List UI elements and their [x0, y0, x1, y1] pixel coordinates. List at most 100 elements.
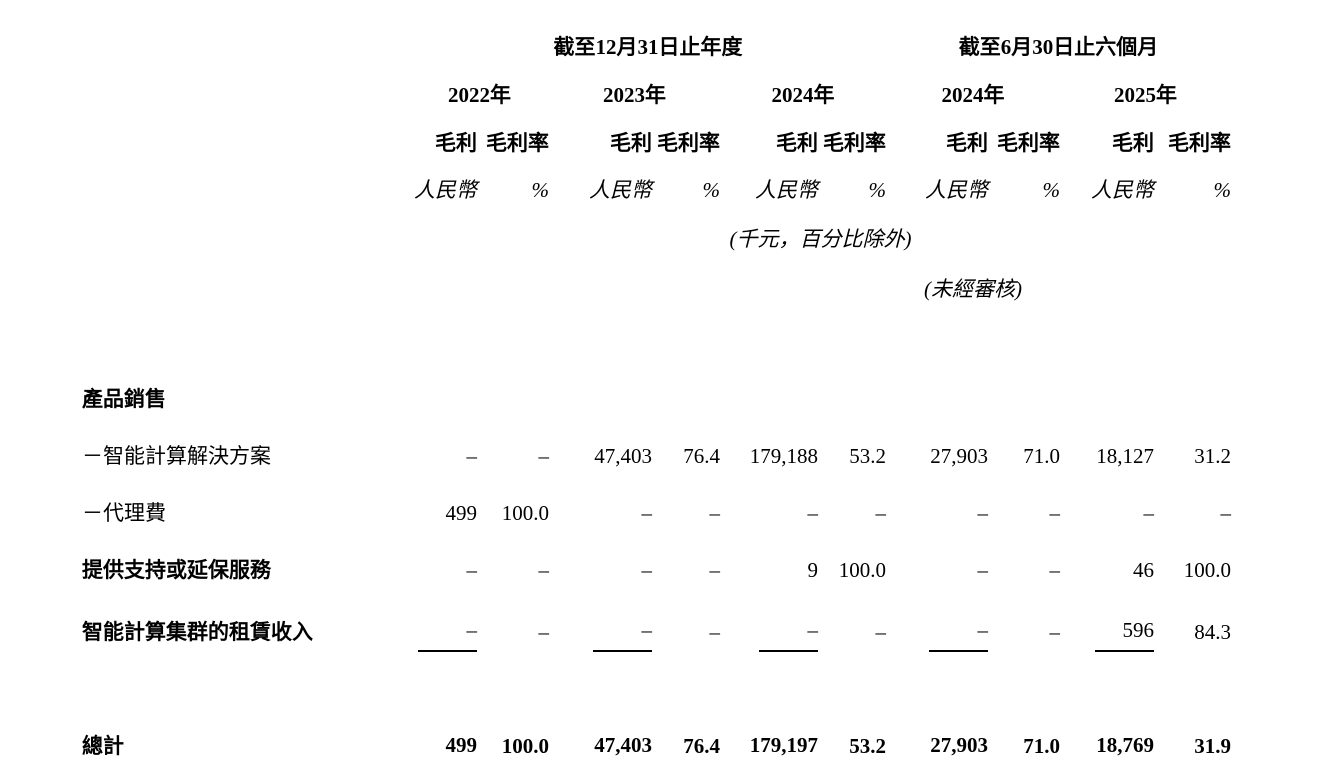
- cell-text: –: [807, 617, 819, 642]
- single-rule: [1095, 650, 1154, 652]
- year-header: 2024年: [941, 82, 1005, 107]
- row-label-support-warranty-services: 提供支持或延保服務: [82, 557, 271, 582]
- cell-value: –: [549, 593, 652, 655]
- cell-text: 27,903: [930, 732, 988, 757]
- cell-value: –: [709, 619, 721, 644]
- cell-total-value: 47,403: [549, 699, 652, 758]
- empty-cell: [1060, 252, 1231, 302]
- table-row: (未經審核): [0, 252, 1231, 302]
- table-row: 2022年 2023年 2024年 2024年 2025年: [0, 60, 1231, 110]
- cell-value: 179,188: [749, 443, 818, 468]
- empty-cell: [0, 24, 410, 60]
- metric-header-margin: 毛利率: [823, 130, 886, 155]
- cell-value: 18,127: [1096, 443, 1154, 468]
- cell-value: –: [1049, 619, 1061, 644]
- cell-value: 27,903: [930, 443, 988, 468]
- cell-total-value: 499: [410, 699, 478, 758]
- unit-header-percent: %: [531, 177, 550, 202]
- cell-value: 76.4: [683, 443, 720, 468]
- cell-value: 100.0: [1183, 557, 1231, 582]
- cell-value: –: [466, 557, 478, 582]
- cell-value: –: [538, 619, 550, 644]
- cell-value: –: [466, 443, 478, 468]
- cell-value: –: [977, 557, 989, 582]
- single-rule: [759, 650, 818, 652]
- cell-value: 100.0: [501, 500, 549, 525]
- empty-cell: [0, 302, 1231, 366]
- cell-value: 53.2: [849, 443, 886, 468]
- note-units: (千元，百分比除外): [729, 226, 912, 251]
- empty-cell: [410, 252, 886, 302]
- year-header: 2025年: [1114, 82, 1177, 107]
- single-rule: [929, 650, 988, 652]
- row-label-computing-cluster-leasing-income: 智能計算集群的租賃收入: [82, 619, 313, 644]
- cell-text: –: [641, 617, 653, 642]
- cell-value: –: [886, 593, 988, 655]
- table-row: 人民幣 % 人民幣 % 人民幣 % 人民幣 % 人民幣 %: [0, 156, 1231, 203]
- table-row: －智能計算解決方案 – – 47,403 76.4 179,188 53.2 2…: [0, 422, 1231, 479]
- cell-value: –: [709, 557, 721, 582]
- unit-header-percent: %: [1042, 177, 1061, 202]
- cell-value: –: [410, 593, 477, 655]
- cell-value: –: [1143, 500, 1155, 525]
- metric-header-margin: 毛利率: [486, 130, 549, 155]
- cell-value: 9: [807, 557, 819, 582]
- metric-header-gross-profit: 毛利: [946, 130, 988, 155]
- table-row: 截至12月31日止年度 截至6月30日止六個月: [0, 24, 1231, 60]
- cell-value: 84.3: [1194, 619, 1231, 644]
- metric-header-margin: 毛利率: [657, 130, 720, 155]
- cell-value: 596: [1060, 593, 1154, 655]
- cell-value: 100.0: [838, 557, 886, 582]
- cell-value: –: [1049, 500, 1061, 525]
- empty-cell: [0, 203, 410, 252]
- metric-header-gross-profit: 毛利: [1112, 130, 1154, 155]
- cell-value: –: [709, 500, 721, 525]
- cell-total-value: 100.0: [501, 733, 549, 758]
- cell-total-value: 18,769: [1060, 699, 1154, 758]
- cell-total-value: 179,197: [720, 699, 818, 758]
- cell-total-value: 31.9: [1194, 733, 1231, 758]
- table-row: －代理費 499 100.0 – – – – – – – –: [0, 479, 1231, 536]
- unit-header-currency: 人民幣: [925, 177, 988, 202]
- table-row: 毛利 毛利率 毛利 毛利率 毛利 毛利率 毛利 毛利率 毛利 毛利率: [0, 110, 1231, 156]
- empty-cell: [410, 366, 1231, 422]
- cell-total-value: 27,903: [886, 699, 988, 758]
- cell-total-value: 76.4: [683, 733, 720, 758]
- table-row: 智能計算集群的租賃收入 – – – – – – – – 596: [0, 593, 1231, 655]
- row-label-agency-fee: －代理費: [82, 500, 166, 525]
- cell-text: 179,197: [749, 732, 818, 757]
- table-row: (千元，百分比除外): [0, 203, 1231, 252]
- single-rule: [418, 650, 477, 652]
- cell-text: 499: [445, 732, 478, 757]
- note-unaudited: (未經審核): [924, 276, 1022, 301]
- cell-text: 18,769: [1096, 732, 1154, 757]
- cell-text: –: [466, 617, 478, 642]
- spacer-row: [0, 655, 1231, 699]
- cell-value: –: [807, 500, 819, 525]
- unit-header-percent: %: [702, 177, 721, 202]
- cell-total-value: 71.0: [1023, 733, 1060, 758]
- cell-value: –: [1220, 500, 1232, 525]
- spacer-row: [0, 302, 1231, 366]
- empty-cell: [0, 60, 410, 110]
- row-label-total: 總計: [82, 733, 124, 758]
- cell-value: 31.2: [1194, 443, 1231, 468]
- period-header-annual: 截至12月31日止年度: [553, 34, 743, 59]
- row-label-intelligent-computing-solutions: －智能計算解決方案: [82, 443, 271, 468]
- cell-text: 47,403: [594, 732, 652, 757]
- unit-header-currency: 人民幣: [755, 177, 818, 202]
- unit-header-percent: %: [1213, 177, 1232, 202]
- gross-profit-table: 截至12月31日止年度 截至6月30日止六個月 2022年 2023年 2024…: [0, 24, 1231, 758]
- cell-text: –: [977, 617, 989, 642]
- cell-value: –: [538, 557, 550, 582]
- cell-value: –: [538, 443, 550, 468]
- year-header: 2022年: [448, 82, 511, 107]
- cell-value: –: [875, 500, 887, 525]
- cell-value: –: [1049, 557, 1061, 582]
- metric-header-margin: 毛利率: [1168, 130, 1231, 155]
- cell-value: –: [641, 500, 653, 525]
- empty-cell: [0, 156, 410, 203]
- table-row: 產品銷售: [0, 366, 1231, 422]
- cell-value: –: [641, 557, 653, 582]
